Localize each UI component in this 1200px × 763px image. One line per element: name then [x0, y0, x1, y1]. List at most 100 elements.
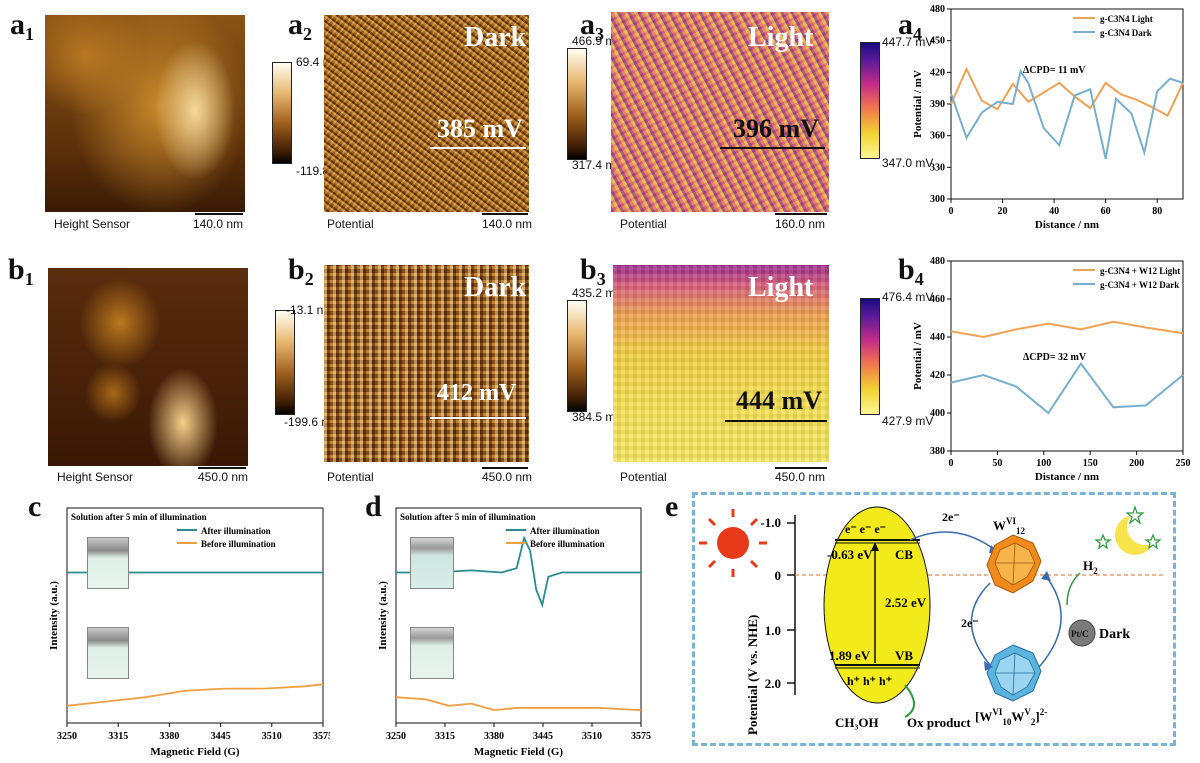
x-tick-label: 50: [992, 458, 1002, 469]
x-axis-label: Distance / nm: [1035, 471, 1099, 483]
scale-bar-a3: [775, 213, 827, 215]
y-tick-label: 440: [930, 332, 945, 343]
annotation-delta-cpd: ΔCPD= 11 mV: [1023, 65, 1086, 76]
y-tick-label: 400: [930, 408, 945, 419]
scale-bar-b1: [198, 467, 246, 469]
colorbar-max-a2: 466.9 mV: [572, 34, 624, 48]
caption-potential-a2: Potential: [327, 217, 374, 231]
x-tick-label: 3380: [159, 731, 179, 742]
series-line-0: [396, 535, 641, 608]
h2-evolution-arrow: [1066, 572, 1081, 606]
x-tick-label: 3380: [484, 731, 504, 742]
ox-product-label: Ox product: [907, 715, 971, 730]
x-axis-label: Distance / nm: [1035, 219, 1099, 231]
x-tick-label: 3315: [435, 731, 455, 742]
y-tick-label: 420: [930, 67, 945, 78]
potential-value-b3: 444 mV: [736, 386, 822, 415]
methanol-oxidation-arrow: [904, 684, 915, 718]
chart-header: Solution after 5 min of illumination: [400, 512, 536, 522]
kpfm-light-image-b3: [613, 265, 829, 462]
caption-height-sensor-a1: Height Sensor: [54, 217, 131, 231]
colorbar-max-b3: 476.4 mV: [882, 290, 934, 304]
star-icon: [1094, 505, 1162, 550]
overlay-dark-a2: Dark: [464, 22, 527, 53]
caption-height-sensor-b1: Height Sensor: [57, 470, 134, 484]
scheme-tick-label-m1: -1.0: [760, 515, 781, 530]
line-profile-a2: [430, 147, 526, 149]
chart-b4: 380 400 420 440 460 480 0 50 100 150 200 250 Distanc…: [912, 256, 1191, 483]
scheme-tick-label-2: 2.0: [765, 676, 781, 691]
x-tick-label: 3510: [582, 731, 602, 742]
h2-label: H2: [1083, 558, 1098, 576]
x-axis-label: Magnetic Field (G): [150, 746, 240, 758]
series-line-1: [950, 68, 1184, 160]
plot-frame: [950, 260, 1184, 452]
w12-label: WVI12: [993, 516, 1026, 536]
series-line-1: [950, 361, 1184, 415]
panel-label-b3: b3: [580, 253, 606, 290]
scale-bar-b2: [482, 467, 528, 469]
colorbar-max-a3: 447.7 mV: [882, 35, 934, 49]
scheme-tick-label-0: 0: [775, 568, 782, 583]
scheme-e: -1.0 0 1.0 2.0 Potential (V vs. NHE) e⁻ …: [699, 505, 1165, 735]
x-axis-label: Magnetic Field (G): [474, 746, 564, 758]
holes-label: h⁺ h⁺ h⁺: [847, 674, 892, 688]
cb-value: -0.63 eV: [827, 547, 873, 562]
x-tick-label: 3510: [262, 731, 282, 742]
colorbar-max-b2: 435.2 mV: [572, 286, 624, 300]
legend-label-1: g-C3N4 + W12 Dark: [1100, 280, 1179, 290]
cb-label: CB: [895, 547, 913, 562]
caption-potential-b3: Potential: [620, 470, 667, 484]
plot-frame: [66, 507, 324, 724]
electron-transfer-arrow: [909, 531, 996, 551]
colorbar-min-b2: 384.5 mV: [572, 410, 624, 424]
series-line-1: [395, 696, 642, 712]
scale-bar-a2: [482, 213, 528, 215]
x-tick-label: 20: [998, 206, 1008, 217]
chart-d: 3250 3315 3380 3445 3510 3575 Magnetic Field (…: [377, 507, 651, 758]
scale-label-b3: 450.0 nm: [775, 470, 826, 484]
excitation-arrowhead: [871, 542, 879, 551]
pt-c-label: Pt/C: [1071, 629, 1089, 639]
legend-label-0: After illumination: [530, 526, 600, 536]
panel-label-b4: b4: [898, 253, 924, 290]
kpfm-dark-image-a2: [324, 15, 529, 212]
y-axis-label: Potential / mV: [912, 70, 924, 138]
panel-label-a3: a3: [580, 8, 604, 45]
line-profile-b3: [725, 420, 827, 422]
series-line-0: [950, 320, 1184, 339]
x-tick-label: 3250: [57, 731, 77, 742]
panel-label-a2: a2: [288, 8, 312, 45]
w12-cluster-icon: [986, 534, 1042, 594]
legend-label-0: g-C3N4 + W12 Light: [1100, 266, 1180, 276]
x-tick-label: 3445: [211, 731, 231, 742]
colorbar-a2: [567, 48, 587, 160]
colorbar-min-a2: 317.4 mV: [572, 158, 624, 172]
y-tick-label: 360: [930, 131, 945, 142]
y-tick-label: 480: [930, 256, 945, 267]
reduced-w12-cluster-icon: [986, 644, 1042, 702]
panel-label-c: c: [28, 490, 42, 523]
legend-label-1: Before illumination: [530, 539, 605, 549]
panel-label-b2: b2: [288, 253, 314, 290]
scale-label-b2: 450.0 nm: [482, 470, 533, 484]
x-tick-label: 3575: [631, 731, 651, 742]
chart-header: Solution after 5 min of illumination: [71, 512, 207, 522]
x-tick-label: 3315: [108, 731, 128, 742]
y-axis-label: Intensity (a.u.): [48, 581, 60, 650]
panel-label-a1: a1: [10, 8, 34, 45]
y-tick-label: 380: [930, 446, 945, 457]
x-tick-label: 200: [1129, 458, 1144, 469]
scheme-y-axis-label: Potential (V vs. NHE): [745, 615, 760, 735]
x-tick-label: 40: [1049, 206, 1059, 217]
vb-label: VB: [895, 648, 913, 663]
x-tick-label: 0: [949, 206, 954, 217]
panel-label-e: e: [665, 490, 679, 523]
legend-label-0: After illumination: [201, 526, 271, 536]
colorbar-a3: [860, 42, 880, 159]
scheme-frame: [692, 492, 1176, 746]
colorbar-b3: [860, 298, 880, 415]
series-line-0: [950, 66, 1184, 117]
x-tick-label: 80: [1152, 206, 1162, 217]
vial-image-before-d: [410, 627, 454, 679]
